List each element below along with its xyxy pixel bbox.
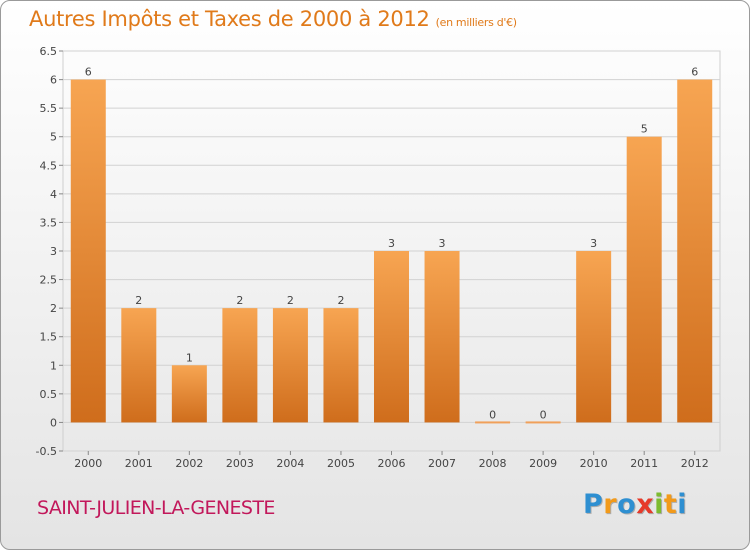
bar [677, 79, 713, 423]
logo-letter: i [677, 489, 688, 520]
x-tick-label: 2001 [125, 457, 153, 470]
data-label: 0 [489, 408, 496, 421]
x-tick-label: 2003 [226, 457, 254, 470]
y-axis-ticks: -0.5 0 0.5 1 1.5 2 2.5 3 3.5 4 4.5 5 5.5 6 6.5 [36, 45, 63, 458]
x-tick-label: 2008 [479, 457, 507, 470]
bar [70, 79, 106, 423]
chart-title: Autres Impôts et Taxes de 2000 à 2012 (en… [29, 7, 517, 31]
y-tick-label: 0.5 [40, 388, 58, 401]
x-tick-label: 2009 [529, 457, 557, 470]
bar [374, 251, 409, 423]
data-label: 2 [337, 294, 344, 307]
logo-letter: t [663, 489, 678, 520]
x-tick-label: 2000 [74, 457, 102, 470]
y-tick-label: 5 [50, 131, 57, 144]
x-tick-label: 2010 [580, 457, 608, 470]
y-tick-label: 3 [50, 245, 57, 258]
bar [576, 251, 612, 423]
x-tick-label: 2007 [428, 457, 456, 470]
chart-subtitle: (en milliers d'€) [435, 16, 517, 29]
x-axis-ticks: 2000 2001 2002 2003 2004 2005 2006 2007 2008 2009… [74, 451, 709, 470]
bar [626, 136, 662, 423]
bar [222, 308, 258, 423]
data-label: 6 [691, 66, 698, 79]
data-label: 3 [388, 237, 395, 250]
data-label: 2 [236, 294, 243, 307]
bar [272, 308, 308, 423]
commune-name: SAINT-JULIEN-LA-GENESTE [37, 497, 275, 519]
bars: 6 2 1 2 2 2 3 3 0 0 3 5 6 [70, 66, 713, 424]
y-tick-label: 6 [50, 74, 57, 87]
logo-letter: i [654, 489, 664, 520]
logo-letter: r [603, 489, 618, 520]
y-tick-label: 4.5 [40, 159, 58, 172]
data-label: 3 [439, 237, 446, 250]
bar [424, 251, 460, 423]
y-tick-label: -0.5 [36, 445, 57, 458]
y-tick-label: 5.5 [40, 102, 58, 115]
y-tick-label: 1.5 [40, 331, 58, 344]
data-label: 0 [540, 408, 547, 421]
logo-letter: o [617, 489, 637, 520]
y-tick-label: 4 [50, 188, 57, 201]
bar [323, 308, 359, 423]
data-label: 2 [287, 294, 294, 307]
logo-letter: x [636, 489, 655, 520]
proxiti-logo: Proxiti [583, 489, 687, 520]
bar [475, 421, 511, 424]
x-tick-label: 2006 [378, 457, 406, 470]
x-tick-label: 2011 [630, 457, 658, 470]
y-tick-label: 6.5 [40, 45, 58, 58]
y-tick-label: 3.5 [40, 216, 58, 229]
x-tick-label: 2012 [681, 457, 709, 470]
y-tick-label: 2 [50, 302, 57, 315]
bar [171, 365, 207, 423]
x-tick-label: 2002 [175, 457, 203, 470]
title-text: Autres Impôts et Taxes de 2000 à 2012 [29, 7, 430, 31]
x-tick-label: 2005 [327, 457, 355, 470]
data-label: 2 [135, 294, 142, 307]
data-label: 5 [641, 123, 648, 136]
logo-letter: P [583, 489, 604, 520]
data-label: 6 [85, 66, 92, 79]
y-tick-label: 1 [50, 359, 57, 372]
x-tick-label: 2004 [276, 457, 304, 470]
data-label: 3 [590, 237, 597, 250]
bar [121, 308, 157, 423]
y-tick-label: 0 [50, 416, 57, 429]
data-label: 1 [186, 351, 193, 364]
bar [525, 421, 561, 424]
y-tick-label: 2.5 [40, 274, 58, 287]
